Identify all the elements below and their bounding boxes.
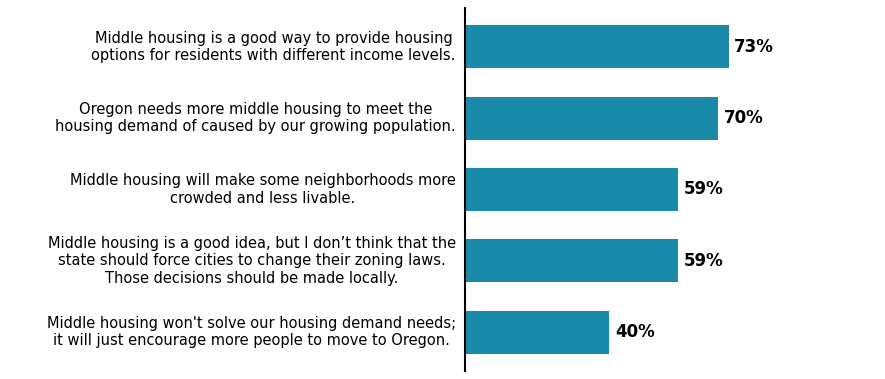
Text: 40%: 40% (615, 323, 655, 341)
Text: Middle housing will make some neighborhoods more
crowded and less livable.: Middle housing will make some neighborho… (70, 173, 456, 206)
Bar (465, 168, 678, 211)
Text: 59%: 59% (684, 180, 723, 199)
Bar (465, 311, 610, 354)
Text: Middle housing won't solve our housing demand needs;
it will just encourage more: Middle housing won't solve our housing d… (47, 316, 456, 348)
Bar (465, 25, 729, 68)
Bar (465, 240, 678, 282)
Text: Oregon needs more middle housing to meet the
housing demand of caused by our gro: Oregon needs more middle housing to meet… (55, 102, 456, 135)
Text: Middle housing is a good way to provide housing
options for residents with diffe: Middle housing is a good way to provide … (91, 31, 456, 63)
Text: 70%: 70% (724, 109, 763, 127)
Text: Middle housing is a good idea, but I don’t think that the
state should force cit: Middle housing is a good idea, but I don… (48, 236, 456, 286)
Text: 73%: 73% (735, 38, 774, 56)
Bar (465, 97, 718, 139)
Text: 59%: 59% (684, 252, 723, 270)
